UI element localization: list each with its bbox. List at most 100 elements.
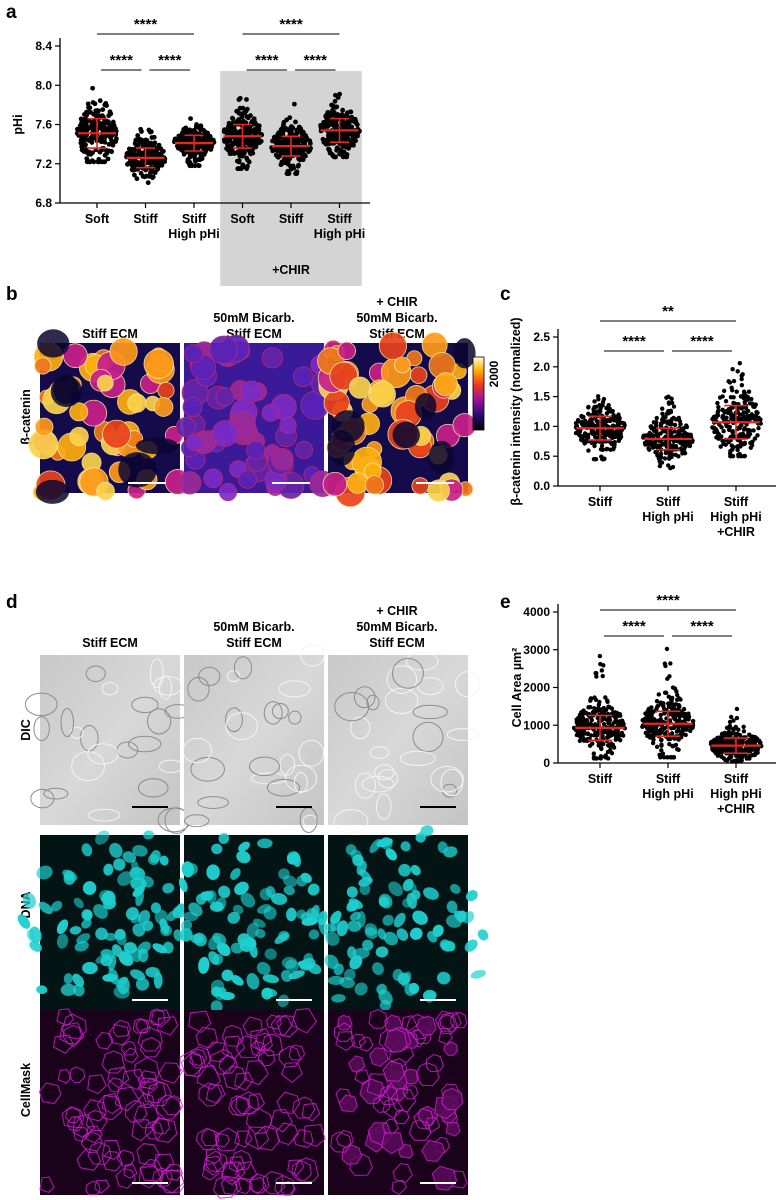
chart-a-category-label: Stiff	[133, 212, 158, 226]
cell-outline	[376, 793, 392, 820]
chart-c-data-point	[592, 405, 597, 410]
chart-c-data-point	[736, 433, 742, 439]
chart-e-data-point	[731, 759, 736, 764]
chart-c-y-tick-label: 2.0	[533, 360, 550, 374]
chart-e-category-label: Stiff	[588, 772, 613, 786]
chart-a-data-point	[278, 129, 284, 135]
chart-c-data-point	[669, 421, 674, 427]
chart-e-data-point	[587, 721, 592, 726]
cell-signal	[238, 469, 257, 489]
nucleus	[331, 994, 346, 1003]
cell-outline	[454, 671, 480, 698]
chart-c-data-point	[586, 405, 591, 410]
chart-c-data-point	[683, 442, 688, 447]
cell-outline	[87, 808, 121, 822]
chart-a-data-point	[81, 137, 87, 142]
chart-a-data-point	[192, 151, 198, 157]
chart-a-data-point	[254, 141, 259, 147]
cell-membrane	[131, 1119, 154, 1142]
dark-gap	[414, 393, 437, 420]
cell-membrane	[437, 1014, 458, 1035]
chart-a-data-point	[98, 121, 104, 127]
cell-membrane	[287, 1159, 305, 1176]
chart-c-y-tick-label: 2.5	[533, 330, 550, 344]
nucleus	[253, 918, 266, 928]
chart-e-data-point	[608, 744, 613, 749]
cell-outline	[399, 750, 436, 766]
nucleus	[95, 830, 110, 845]
chart-e-data-point	[676, 703, 682, 708]
chart-c-data-point	[612, 414, 617, 419]
chart-e-data-point	[674, 692, 680, 698]
cellmask-image-1	[38, 1008, 186, 1196]
chart-c-data-point	[660, 406, 665, 411]
chart-c-data-point	[746, 389, 752, 394]
panel-b-row-label: β-catenin	[19, 389, 33, 445]
chart-e-data-point	[662, 706, 667, 712]
chart-e-data-point	[737, 740, 742, 746]
chart-e-data-point	[682, 711, 688, 717]
cell-membrane	[384, 1028, 408, 1053]
chart-e-data-point	[683, 717, 688, 722]
chart-e-data-point	[669, 731, 675, 736]
nucleus	[383, 931, 399, 946]
chart-c-data-point	[660, 411, 665, 416]
nucleus	[377, 928, 387, 940]
chart-a-data-point	[237, 148, 243, 154]
chart-a-significance-label: ****	[255, 52, 279, 69]
chart-c-data-point	[655, 453, 660, 458]
cell-membrane	[115, 1167, 137, 1189]
cell-membrane	[275, 1122, 299, 1146]
chart-c-data-point	[724, 415, 729, 420]
cell-membrane	[248, 1176, 267, 1195]
chart-a-data-point	[146, 149, 151, 155]
chart-e-data-point	[690, 718, 696, 724]
nucleus	[262, 974, 280, 984]
chart-c-data-point	[664, 395, 669, 400]
chart-e-data-point	[729, 731, 735, 736]
chart-a-data-point	[188, 116, 193, 121]
chart-c-data-point	[592, 434, 598, 440]
nucleus	[82, 881, 97, 895]
cell-outline	[137, 778, 169, 798]
chart-c-data-point	[654, 443, 660, 449]
cell-membrane	[269, 1109, 293, 1133]
chart-e-data-point	[654, 699, 660, 704]
cell-membrane	[434, 1010, 455, 1030]
chart-a-data-point	[193, 124, 199, 130]
chart-a-data-point	[330, 153, 336, 159]
cell-membrane	[288, 1044, 306, 1061]
nucleus	[317, 910, 328, 926]
chart-e-data-point	[719, 754, 724, 759]
cell-membrane	[57, 1069, 72, 1084]
chart-e-points-0	[571, 653, 628, 761]
chart-c-data-point	[676, 454, 681, 459]
cell-signal	[348, 376, 372, 399]
nucleus	[82, 961, 98, 975]
chart-a-data-point	[90, 85, 96, 91]
cell-membrane	[123, 1163, 138, 1179]
chart-a-data-point	[79, 147, 85, 153]
cell-outline	[430, 765, 464, 793]
nucleus	[102, 973, 118, 982]
nucleus	[50, 900, 63, 912]
cell-membrane	[205, 1150, 228, 1172]
chart-c-data-point	[677, 433, 682, 439]
cell-membrane	[135, 1018, 151, 1034]
nucleus	[208, 951, 220, 965]
nucleus	[214, 988, 225, 1001]
cell-signal	[157, 381, 175, 399]
cell-signal	[153, 397, 174, 417]
chart-a-data-point	[240, 105, 246, 111]
chart-e-y-tick-label: 2000	[523, 681, 550, 695]
cell-signal	[182, 396, 203, 418]
cell-signal	[109, 337, 138, 366]
chart-e-data-point	[607, 748, 613, 753]
chart-a-data-point	[296, 162, 301, 168]
cell-membrane	[278, 1045, 302, 1068]
chart-e-data-point	[722, 730, 727, 736]
cell-membrane	[53, 1034, 74, 1054]
chart-c-data-point	[681, 447, 687, 452]
